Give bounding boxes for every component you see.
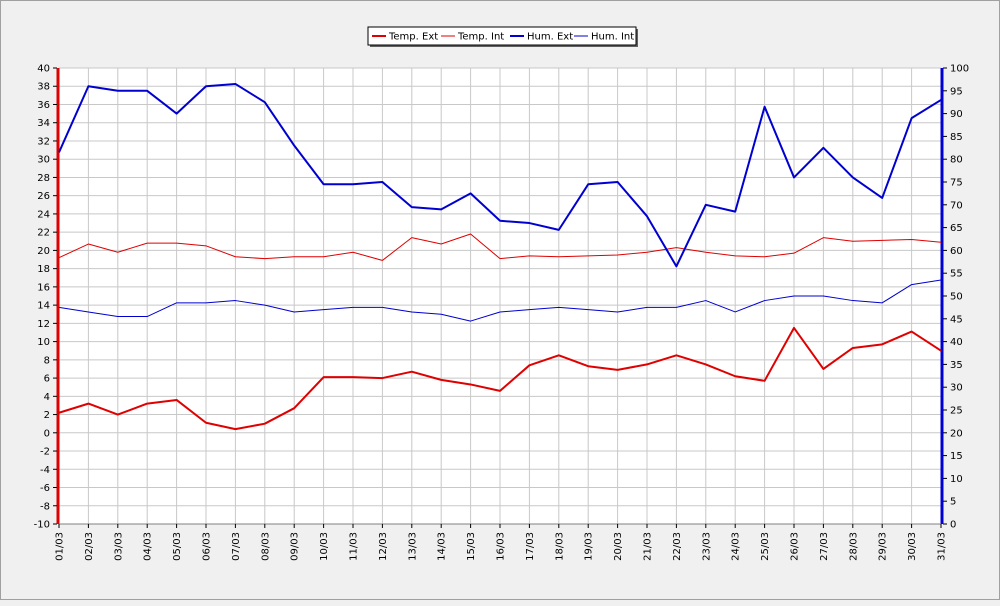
series-line-hum-ext [58, 82, 942, 268]
left-tick-label: 34 [37, 118, 50, 129]
x-tick-label: 16/03 [496, 532, 507, 561]
x-tick-label: 02/03 [84, 532, 95, 561]
x-tick-label: 27/03 [819, 532, 830, 561]
left-tick-label: 10 [37, 337, 50, 348]
left-tick-label: -10 [34, 520, 50, 531]
x-tick-label: 01/03 [55, 532, 66, 561]
x-tick-label: 21/03 [643, 532, 654, 561]
left-tick-label: 0 [44, 428, 50, 439]
right-tick-label: 70 [950, 200, 963, 211]
x-tick-label: 22/03 [672, 532, 683, 561]
x-tick-label: 10/03 [319, 532, 330, 561]
x-tick-label: 13/03 [407, 532, 418, 561]
x-tick-label: 04/03 [143, 532, 154, 561]
left-tick-label: 4 [44, 392, 50, 403]
left-tick-label: 28 [37, 173, 50, 184]
x-tick-label: 25/03 [760, 532, 771, 561]
left-tick-label: 18 [37, 264, 50, 275]
right-tick-label: 15 [950, 451, 963, 462]
series-line-temp-ext [58, 326, 942, 431]
x-tick-label: 17/03 [525, 532, 536, 561]
left-tick-label: -6 [40, 483, 50, 494]
right-tick-label: 60 [950, 246, 963, 257]
legend-box [367, 26, 637, 46]
x-tick-label: 19/03 [584, 532, 595, 561]
series-line-hum-int [58, 279, 942, 322]
right-tick-label: 80 [950, 155, 963, 166]
x-tick-label: 06/03 [202, 532, 213, 561]
x-tick-label: 23/03 [701, 532, 712, 561]
x-tick-label: 29/03 [878, 532, 889, 561]
left-tick-label: 20 [37, 246, 50, 257]
x-tick-label: 14/03 [437, 532, 448, 561]
x-tick-label: 09/03 [290, 532, 301, 561]
left-tick-label: 40 [37, 64, 50, 75]
right-tick-label: 50 [950, 292, 963, 303]
right-tick-label: 5 [950, 497, 956, 508]
left-tick-label: 24 [37, 209, 50, 220]
x-tick-label: 05/03 [172, 532, 183, 561]
left-tick-label: 36 [37, 100, 50, 111]
x-tick-label: 20/03 [613, 532, 624, 561]
x-tick-label: 24/03 [731, 532, 742, 561]
right-tick-label: 90 [950, 109, 963, 120]
left-tick-label: 38 [37, 82, 50, 93]
x-tick-label: 18/03 [554, 532, 565, 561]
x-tick-label: 03/03 [113, 532, 124, 561]
left-tick-label: -8 [40, 501, 50, 512]
right-tick-label: 65 [950, 223, 963, 234]
right-tick-label: 20 [950, 428, 963, 439]
x-tick-label: 07/03 [231, 532, 242, 561]
x-tick-label: 11/03 [349, 532, 360, 561]
x-tick-label: 31/03 [937, 532, 948, 561]
right-tick-label: 45 [950, 314, 963, 325]
left-tick-label: 2 [44, 410, 50, 421]
left-tick-label: -4 [40, 465, 50, 476]
left-tick-label: 26 [37, 191, 50, 202]
right-tick-label: 55 [950, 269, 963, 280]
right-tick-label: 100 [950, 64, 969, 75]
x-tick-label: 26/03 [790, 532, 801, 561]
right-tick-label: 10 [950, 474, 963, 485]
right-tick-label: 95 [950, 86, 963, 97]
right-tick-label: 30 [950, 383, 963, 394]
left-tick-label: 16 [37, 282, 50, 293]
legend-label-temp-int: Temp. Int [457, 32, 504, 43]
x-tick-label: 28/03 [848, 532, 859, 561]
legend-label-temp-ext: Temp. Ext [388, 32, 438, 43]
left-tick-label: 30 [37, 155, 50, 166]
right-tick-label: 40 [950, 337, 963, 348]
right-tick-label: 75 [950, 178, 963, 189]
left-tick-label: -2 [40, 447, 50, 458]
right-tick-label: 0 [950, 520, 956, 531]
legend-label-hum-ext: Hum. Ext [527, 32, 573, 43]
x-tick-label: 12/03 [378, 532, 389, 561]
right-tick-label: 35 [950, 360, 963, 371]
right-tick-label: 85 [950, 132, 963, 143]
legend-label-hum-int: Hum. Int [591, 32, 634, 43]
x-tick-label: 30/03 [907, 532, 918, 561]
series-line-temp-int [58, 233, 942, 261]
right-tick-label: 25 [950, 406, 963, 417]
x-tick-label: 15/03 [466, 532, 477, 561]
left-tick-label: 12 [37, 319, 50, 330]
left-tick-label: 14 [37, 301, 50, 312]
left-tick-label: 32 [37, 136, 50, 147]
left-tick-label: 6 [44, 374, 50, 385]
left-tick-label: 8 [44, 355, 50, 366]
left-tick-label: 22 [37, 228, 50, 239]
x-tick-label: 08/03 [260, 532, 271, 561]
